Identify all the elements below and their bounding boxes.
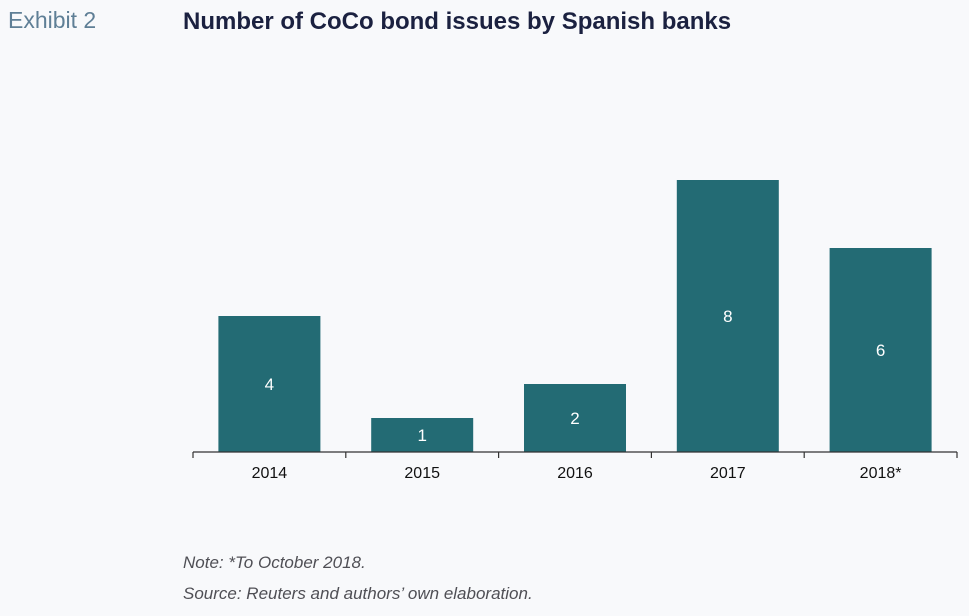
bar-2014 — [218, 316, 321, 452]
x-tick-label: 2017 — [710, 465, 746, 482]
chart-note: Note: *To October 2018. — [183, 553, 366, 572]
bar-value-label: 4 — [265, 375, 274, 394]
bar-value-label: 8 — [723, 307, 732, 326]
bar-2018 — [829, 248, 932, 452]
x-tick-label: 2014 — [252, 465, 288, 482]
chart-source: Source: Reuters and authors’ own elabora… — [183, 584, 533, 603]
bar-2016 — [524, 384, 626, 452]
bar-value-label: 1 — [417, 426, 426, 445]
bar-2015 — [371, 418, 474, 452]
exhibit-label: Exhibit 2 — [8, 7, 97, 33]
bar-2017 — [676, 180, 779, 452]
bar-value-label: 6 — [876, 341, 885, 360]
bar-value-label: 2 — [570, 409, 579, 428]
x-tick-label: 2016 — [557, 465, 593, 482]
x-tick-label: 2018* — [860, 465, 902, 482]
chart-title: Number of CoCo bond issues by Spanish ba… — [183, 8, 732, 35]
x-tick-label: 2015 — [404, 465, 440, 482]
x-axis: 2014 2015 2016 2017 2018* — [192, 451, 958, 482]
bars-group: 4 1 2 8 6 — [218, 180, 932, 452]
